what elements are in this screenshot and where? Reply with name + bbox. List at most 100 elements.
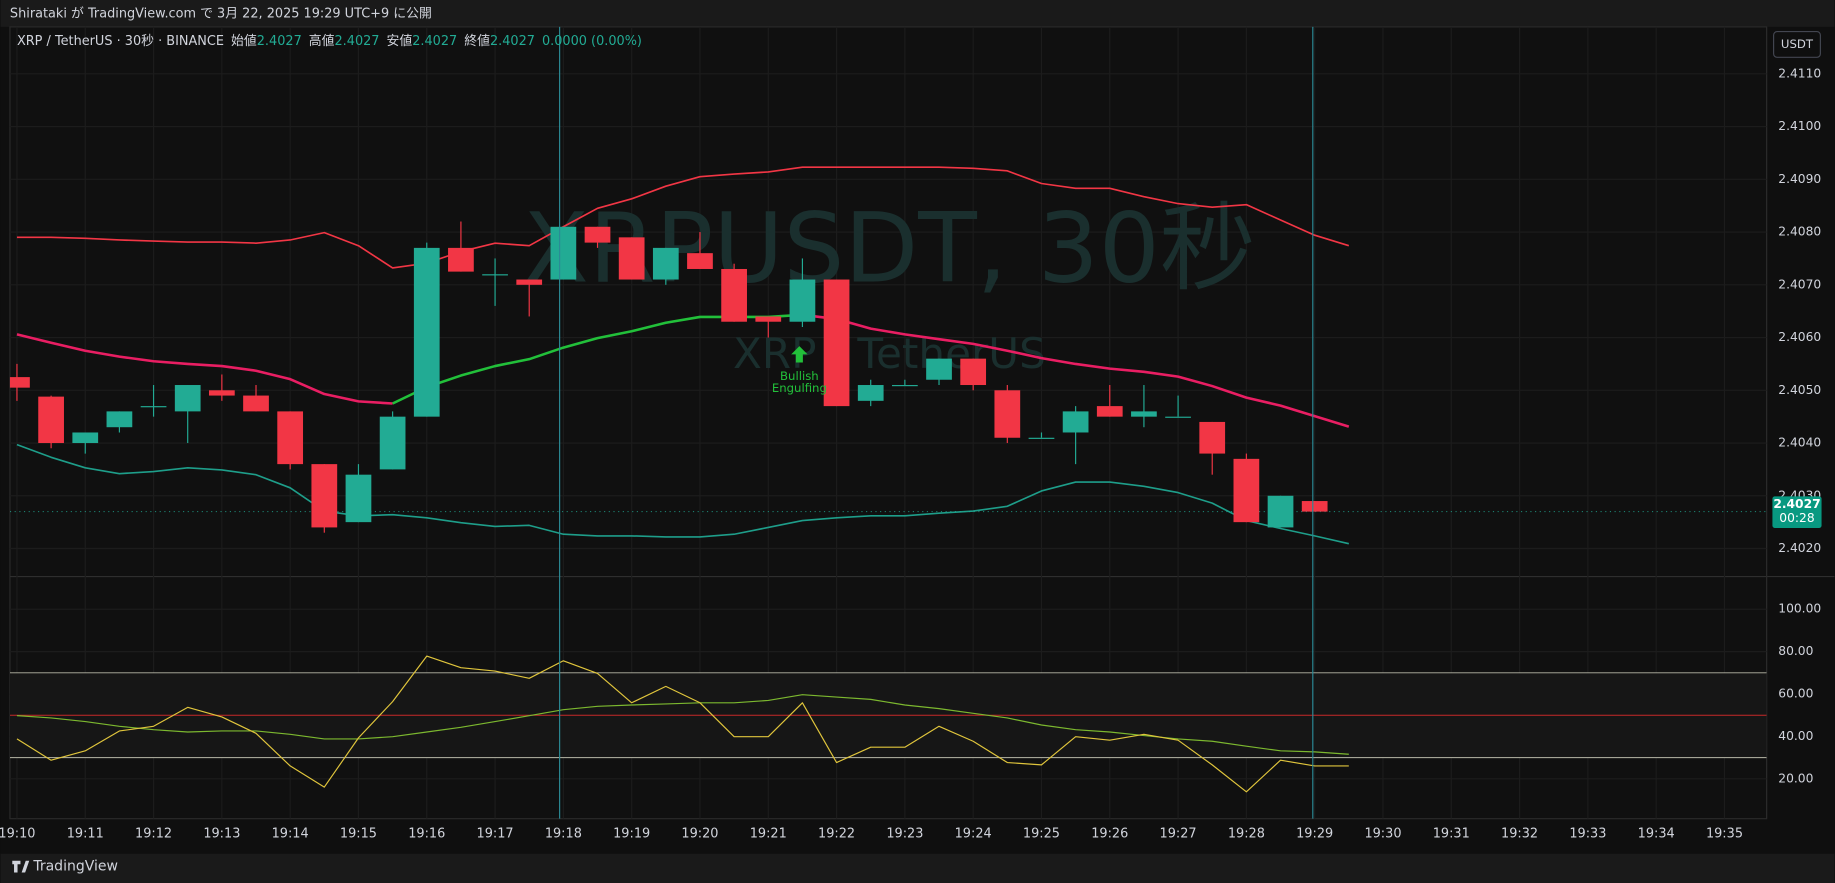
- x-tick-label: 19:34: [1638, 826, 1675, 841]
- annotation-text: Bullish: [780, 369, 819, 383]
- top-bar: [0, 0, 1835, 27]
- x-tick-label: 19:33: [1569, 826, 1606, 841]
- candle-body: [413, 247, 440, 417]
- candle-body: [1062, 411, 1089, 433]
- candle-body: [857, 385, 884, 401]
- candle-body: [823, 279, 850, 407]
- x-tick-label: 19:10: [0, 826, 35, 841]
- legend-title: XRP / TetherUS · 30秒 · BINANCE: [17, 33, 224, 48]
- last-price-badge: [1772, 496, 1822, 528]
- y-tick-label: 2.4080: [1778, 225, 1821, 239]
- y-tick-label: 2.4070: [1778, 277, 1821, 291]
- x-tick-label: 19:26: [1091, 826, 1128, 841]
- x-tick-label: 19:19: [613, 826, 650, 841]
- legend-field-label: 高値: [309, 32, 335, 48]
- legend-field-value: 2.4027: [490, 33, 535, 48]
- candle-body: [516, 279, 543, 285]
- y-tick-label: 60.00: [1778, 687, 1813, 701]
- bb-basis: [16, 333, 393, 405]
- candle-body: [1096, 406, 1123, 417]
- candle-body: [1301, 501, 1328, 512]
- y-tick-label: 2.4100: [1778, 119, 1821, 133]
- candle-body: [9, 377, 30, 388]
- legend-field-label: 始値: [231, 32, 257, 48]
- candle-body: [789, 279, 816, 322]
- brand-logo: [12, 860, 30, 873]
- x-tick-label: 19:21: [750, 826, 787, 841]
- candle-body: [72, 432, 99, 444]
- x-tick-label: 19:23: [886, 826, 923, 841]
- candle-body: [482, 274, 508, 276]
- x-tick-label: 19:15: [340, 826, 377, 841]
- candle-body: [379, 416, 406, 470]
- x-tick-label: 19:22: [818, 826, 855, 841]
- legend-field-value: 2.4027: [412, 33, 457, 48]
- x-tick-label: 19:30: [1364, 826, 1401, 841]
- plot: [9, 166, 1767, 793]
- candle-body: [208, 390, 235, 396]
- x-tick-label: 19:24: [955, 826, 992, 841]
- legend-change: 0.0000 (0.00%): [542, 33, 642, 48]
- candle-body: [721, 268, 747, 322]
- annotation-text: Engulfing: [772, 381, 827, 395]
- legend-field-label: 終値: [464, 32, 490, 48]
- x-tick-label: 19:17: [477, 826, 514, 841]
- y-tick-label: 2.4020: [1778, 541, 1821, 555]
- y-tick-label: 40.00: [1778, 729, 1813, 743]
- candle-body: [1199, 421, 1226, 454]
- bb-basis: [802, 313, 1350, 428]
- candle-body: [926, 358, 952, 380]
- candle-body: [1233, 458, 1260, 523]
- currency-button[interactable]: [1773, 30, 1821, 58]
- watermark-sub: XRP / TetherUS: [733, 329, 1046, 378]
- x-tick-label: 19:16: [408, 826, 445, 841]
- y-tick-label: 100.00: [1778, 602, 1821, 616]
- candle-body: [1165, 416, 1191, 418]
- y-tick-label: 2.4040: [1778, 436, 1821, 450]
- y-tick-label: 2.4060: [1778, 330, 1821, 344]
- x-tick-label: 19:20: [681, 826, 718, 841]
- legend-field-value: 2.4027: [257, 33, 302, 48]
- candle-body: [345, 474, 372, 523]
- y-tick-label: 2.4050: [1778, 383, 1821, 397]
- candle-body: [1267, 495, 1294, 528]
- candle-body: [960, 358, 987, 386]
- x-tick-label: 19:32: [1501, 826, 1538, 841]
- rsi-ma-line: [16, 694, 1349, 755]
- candle-body: [994, 390, 1021, 438]
- x-tick-label: 19:11: [67, 826, 104, 841]
- x-tick-label: 19:27: [1160, 826, 1197, 841]
- x-tick-label: 19:31: [1433, 826, 1470, 841]
- candle-body: [448, 247, 474, 272]
- candle-body: [618, 237, 645, 280]
- rsi-line: [16, 655, 1349, 793]
- x-tick-label: 19:14: [272, 826, 309, 841]
- candle-body: [243, 395, 269, 412]
- y-tick-label: 2.4110: [1778, 66, 1821, 80]
- candle-body: [550, 226, 577, 280]
- x-tick-label: 19:29: [1296, 826, 1333, 841]
- last-price-label: 2.4027: [1773, 497, 1820, 511]
- bb-upper: [16, 166, 1350, 269]
- candle-body: [687, 253, 713, 269]
- countdown-label: 00:28: [1779, 511, 1814, 525]
- currency-label: USDT: [1781, 37, 1814, 51]
- y-tick-label: 80.00: [1778, 644, 1813, 658]
- candle-body: [311, 464, 338, 528]
- bb-lower: [16, 443, 1350, 545]
- y-tick-label: 2.4090: [1778, 172, 1821, 186]
- brand: TradingView: [32, 859, 118, 875]
- footer-bar: [0, 853, 1835, 883]
- x-tick-label: 19:18: [545, 826, 582, 841]
- candle-body: [755, 316, 782, 322]
- axes: 2.40202.40302.40402.40502.40602.40702.40…: [0, 66, 1822, 841]
- legend-field-label: 安値: [387, 32, 413, 48]
- x-tick-label: 19:28: [1228, 826, 1265, 841]
- x-tick-label: 19:35: [1706, 826, 1743, 841]
- candle-body: [277, 411, 304, 465]
- candle-body: [584, 226, 611, 243]
- annotation-arrow: [791, 346, 808, 363]
- legend-field-value: 2.4027: [334, 33, 379, 48]
